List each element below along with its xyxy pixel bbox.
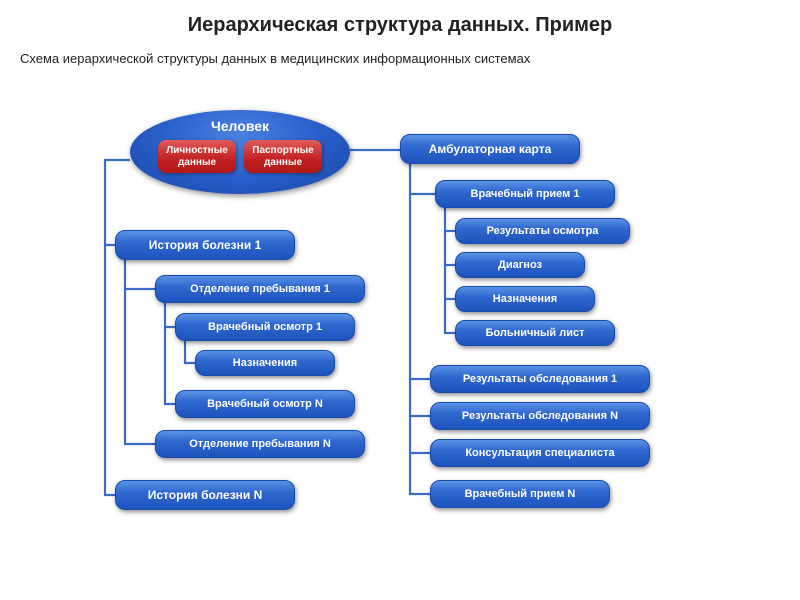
node-res1: Результаты обследования 1 (430, 365, 650, 393)
node-assign2: Назначения (455, 286, 595, 312)
node-dept1: Отделение пребывания 1 (155, 275, 365, 303)
page-subtitle: Схема иерархической структуры данных в м… (0, 37, 800, 66)
node-resview: Результаты осмотра (455, 218, 630, 244)
node-visit1: Врачебный прием 1 (435, 180, 615, 208)
page-title: Иерархическая структура данных. Пример (0, 0, 800, 37)
node-exam1: Врачебный осмотр 1 (175, 313, 355, 341)
connector-layer (0, 90, 800, 600)
node-histN: История болезни N (115, 480, 295, 510)
node-hist1: История болезни 1 (115, 230, 295, 260)
node-consult: Консультация специалиста (430, 439, 650, 467)
root-node: Человек Личностные данные Паспортные дан… (130, 110, 350, 194)
root-child-2: Паспортные данные (244, 140, 322, 173)
node-examN: Врачебный осмотр N (175, 390, 355, 418)
root-child-1: Личностные данные (158, 140, 236, 173)
node-deptN: Отделение пребывания N (155, 430, 365, 458)
node-visitN: Врачебный прием N (430, 480, 610, 508)
root-children-row: Личностные данные Паспортные данные (158, 140, 322, 173)
node-resN: Результаты обследования N (430, 402, 650, 430)
node-sick: Больничный лист (455, 320, 615, 346)
hierarchy-diagram: Человек Личностные данные Паспортные дан… (0, 90, 800, 600)
node-amb: Амбулаторная карта (400, 134, 580, 164)
node-diag: Диагноз (455, 252, 585, 278)
root-label: Человек (211, 118, 269, 134)
node-assign1: Назначения (195, 350, 335, 376)
